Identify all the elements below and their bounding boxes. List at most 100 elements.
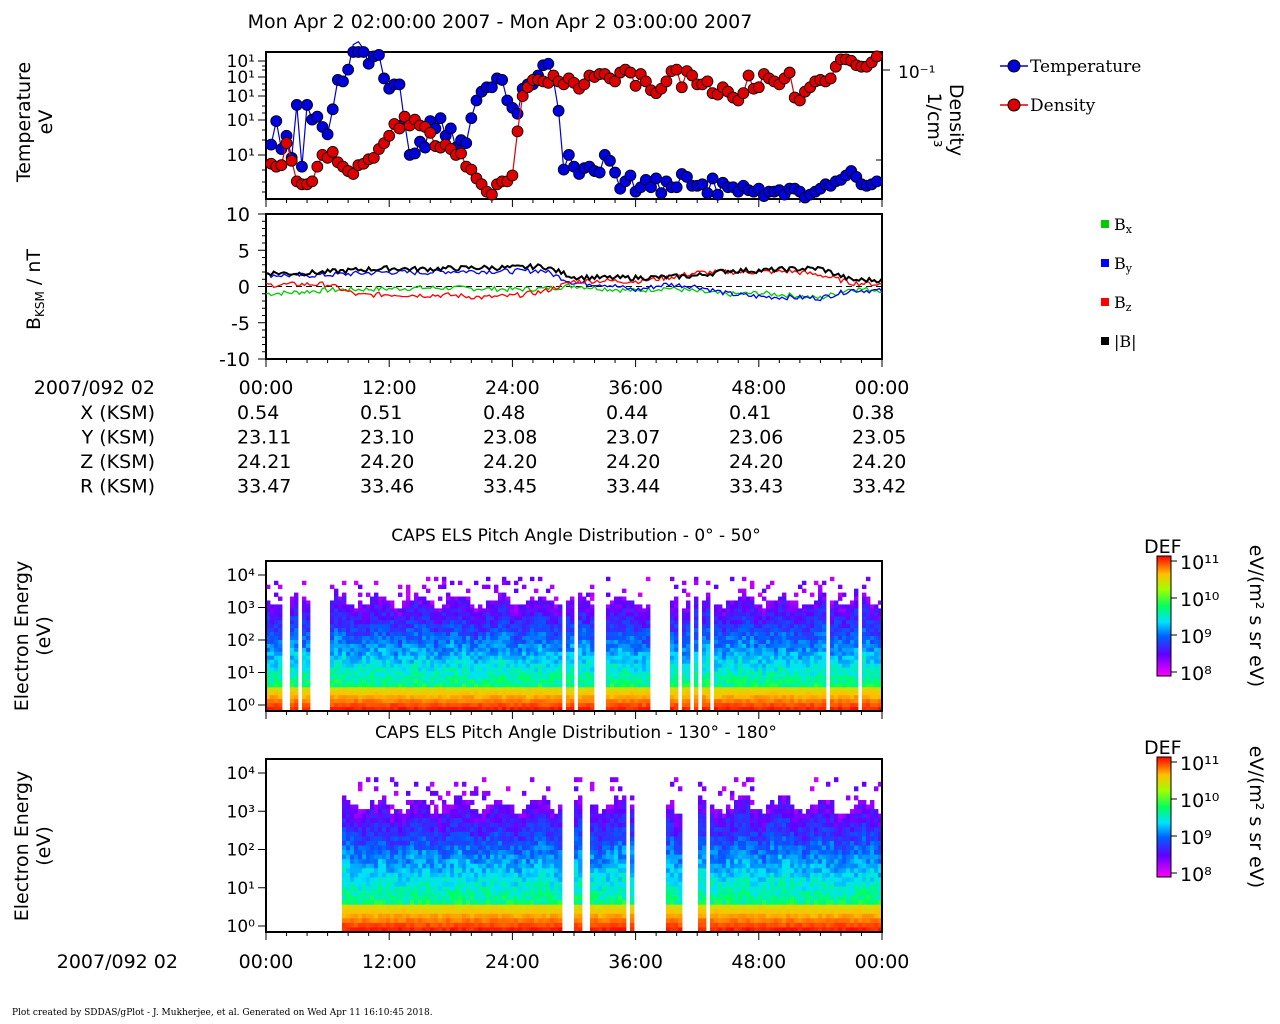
spectrogram-cell bbox=[830, 600, 835, 605]
spectrogram-cell bbox=[530, 659, 535, 665]
spectrogram-cell bbox=[466, 612, 471, 617]
spectrogram-cell bbox=[446, 620, 451, 625]
spectrogram-cell bbox=[454, 639, 459, 645]
spectrogram-cell bbox=[346, 683, 351, 688]
spectrogram-cell bbox=[786, 643, 791, 649]
spectrogram-cell bbox=[414, 831, 419, 837]
spectrogram-cell bbox=[454, 827, 459, 833]
spectrogram-cell bbox=[694, 647, 699, 653]
spectrogram-cell bbox=[454, 699, 459, 704]
spectrogram-cell bbox=[374, 877, 379, 883]
spectrogram-cell bbox=[866, 604, 871, 609]
spectrogram-cell bbox=[434, 687, 439, 692]
spectrogram-cell bbox=[754, 647, 759, 653]
spectrogram-cell bbox=[278, 639, 283, 645]
spectrogram-cell bbox=[362, 639, 367, 645]
spectrogram-cell bbox=[482, 663, 487, 668]
spectrogram-cell bbox=[874, 647, 879, 653]
spectrogram-cell bbox=[502, 687, 507, 692]
spectrogram-cell bbox=[546, 699, 551, 704]
spectrogram-cell bbox=[538, 663, 543, 668]
spectrogram-cell bbox=[770, 604, 775, 609]
spectrogram-cell bbox=[418, 675, 423, 680]
spectrogram-cell bbox=[430, 683, 435, 688]
temperature-point bbox=[511, 107, 524, 120]
spectrogram-cell bbox=[570, 639, 575, 645]
spectrogram-cell bbox=[742, 600, 747, 605]
spectrogram-cell bbox=[274, 667, 279, 672]
spectrogram-cell bbox=[306, 687, 311, 692]
temperature-point bbox=[609, 166, 621, 179]
spectrogram-cell bbox=[782, 659, 787, 665]
spectrogram-cell bbox=[870, 707, 875, 712]
spectrogram-cell bbox=[702, 639, 707, 645]
ephemeris-value: 24.21 bbox=[237, 451, 291, 473]
spectrogram-cell bbox=[490, 620, 495, 625]
spectrogram-cell bbox=[438, 636, 443, 641]
spectrogram-cell bbox=[626, 663, 631, 668]
spectrogram-cell bbox=[730, 636, 735, 641]
spectrogram-cell bbox=[390, 904, 395, 910]
spectrogram-cell bbox=[306, 707, 311, 712]
spectrogram-cell bbox=[398, 628, 403, 633]
spectrogram-cell bbox=[742, 576, 747, 582]
spectrogram-cell bbox=[618, 707, 623, 712]
spectrogram-cell bbox=[474, 639, 479, 645]
spectrogram-cell bbox=[638, 687, 643, 692]
spectrogram-cell bbox=[702, 695, 707, 700]
spectrogram-cell bbox=[426, 886, 431, 892]
spectrogram-cell bbox=[870, 683, 875, 688]
spectrogram-cell bbox=[354, 616, 359, 621]
spectrogram-cell bbox=[294, 592, 299, 597]
spectrogram-cell bbox=[410, 904, 415, 910]
spectrogram-cell bbox=[414, 822, 419, 828]
spectrogram-cell bbox=[390, 777, 395, 783]
spectrogram-cell bbox=[346, 909, 351, 915]
spectrogram-cell bbox=[706, 695, 711, 700]
spectrogram-cell bbox=[578, 651, 583, 657]
spectrogram-cell bbox=[558, 620, 563, 625]
spectrogram-cell bbox=[558, 679, 563, 684]
spectrogram-cell bbox=[350, 667, 355, 672]
spectrogram-cell bbox=[382, 608, 387, 613]
spectrogram-cell bbox=[418, 799, 423, 805]
spectrogram-cell bbox=[418, 868, 423, 874]
spectrogram-cell bbox=[370, 922, 375, 928]
spectrogram-cell bbox=[778, 651, 783, 657]
spectrogram-cell bbox=[518, 604, 523, 609]
spectrogram-cell bbox=[494, 643, 499, 649]
spectrogram-cell bbox=[390, 863, 395, 869]
spectrogram-cell bbox=[270, 604, 275, 609]
spectrogram-cell bbox=[342, 580, 347, 586]
spectrogram-cell bbox=[338, 620, 343, 625]
spectrogram-cell bbox=[342, 854, 347, 860]
spectrogram-cell bbox=[434, 818, 439, 824]
spectrogram-cell bbox=[610, 608, 615, 613]
spectrogram-cell bbox=[466, 620, 471, 625]
spectrogram-cell bbox=[430, 900, 435, 906]
spectrogram-cell bbox=[542, 651, 547, 657]
spectrogram-cell bbox=[694, 667, 699, 672]
spectrogram-cell bbox=[746, 659, 751, 665]
spectrogram-cell bbox=[366, 809, 371, 815]
spectrogram-cell bbox=[694, 632, 699, 637]
spectrogram-cell bbox=[526, 643, 531, 649]
spectrogram-cell bbox=[370, 850, 375, 855]
spectrogram-cell bbox=[554, 647, 559, 653]
spectrogram-cell bbox=[342, 904, 347, 910]
spectrogram-cell bbox=[842, 608, 847, 613]
spectrogram-cell bbox=[498, 616, 503, 621]
spectrogram-cell bbox=[406, 881, 411, 887]
spectrogram-cell bbox=[778, 679, 783, 684]
spectrogram-cell bbox=[382, 651, 387, 657]
spectrogram-cell bbox=[342, 675, 347, 680]
spectrogram-cell bbox=[306, 659, 311, 665]
spectrogram-cell bbox=[430, 813, 435, 819]
spectrogram-cell bbox=[350, 604, 355, 609]
spectrogram-cell bbox=[774, 695, 779, 700]
spectrogram-cell bbox=[334, 707, 339, 712]
spectrogram-cell bbox=[810, 655, 815, 661]
spectrogram-cell bbox=[526, 632, 531, 637]
spectrogram-cell bbox=[370, 918, 375, 924]
spectrogram-cell bbox=[818, 588, 823, 593]
